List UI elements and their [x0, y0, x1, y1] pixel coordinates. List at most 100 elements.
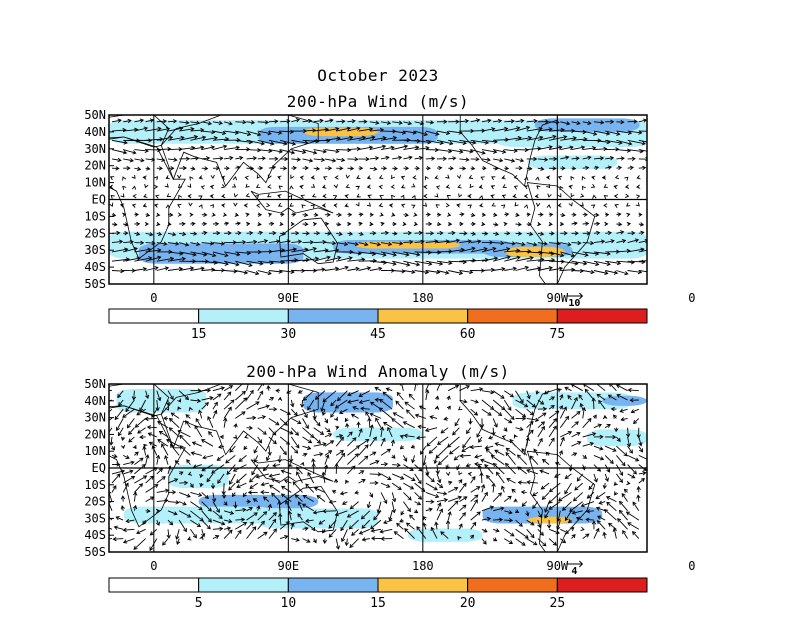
wind-vector-head: [272, 431, 277, 436]
wind-vector-head: [501, 435, 507, 440]
wind-vector-head: [434, 521, 439, 526]
wind-vector-head: [407, 496, 412, 501]
lat-label: 50S: [84, 277, 106, 291]
wind-vector-head: [193, 534, 197, 539]
wind-vector-head: [392, 412, 397, 417]
wind-vector: [324, 433, 332, 438]
wind-vector-head: [245, 193, 251, 198]
wind-vector: [147, 426, 157, 429]
wind-vector-head: [622, 529, 627, 535]
wind-vector-head: [488, 435, 493, 440]
wind-vector: [481, 149, 497, 153]
wind-vector: [549, 129, 565, 132]
wind-vector-head: [300, 461, 305, 467]
wind-vector: [290, 445, 298, 454]
wind-vector: [271, 492, 281, 502]
wind-vector-head: [468, 420, 473, 425]
wind-vector-head: [330, 413, 335, 418]
wind-vector: [504, 538, 513, 544]
wind-vector-head: [635, 457, 640, 462]
wind-vector: [544, 510, 550, 519]
wind-vector: [391, 492, 396, 502]
wind-vector-head: [513, 434, 518, 439]
wind-vector-head: [322, 442, 327, 447]
wind-vector: [302, 436, 312, 444]
wind-vector: [145, 119, 154, 123]
wind-vector-head: [553, 418, 558, 423]
wind-vector-head: [610, 406, 615, 412]
wind-vector-head: [260, 490, 265, 495]
wind-vector-head: [109, 176, 115, 181]
wind-vector: [619, 501, 628, 512]
wind-vector: [549, 482, 561, 492]
wind-vector-head: [616, 384, 621, 389]
wind-vector: [542, 459, 550, 465]
wind-vector: [324, 440, 334, 447]
wind-vector: [123, 149, 136, 154]
wind-vector-head: [621, 238, 627, 244]
wind-vector: [114, 408, 124, 420]
wind-vector: [605, 232, 612, 234]
wind-vector-head: [179, 434, 184, 439]
wind-vector-head: [249, 230, 254, 236]
wind-vector: [236, 473, 247, 483]
wind-vector: [369, 242, 381, 246]
wind-vector: [145, 232, 153, 236]
wind-vector-head: [610, 239, 615, 244]
wind-vector: [111, 139, 128, 144]
wind-vector: [375, 417, 382, 428]
wind-vector: [409, 514, 415, 521]
lat-label: 40S: [84, 260, 106, 274]
wind-vector-head: [504, 212, 510, 217]
wind-vector-head: [585, 509, 591, 514]
wind-vector: [616, 270, 628, 275]
wind-vector: [336, 242, 348, 245]
wind-vector: [246, 512, 258, 521]
wind-vector: [447, 487, 458, 493]
wind-vector: [223, 510, 234, 515]
wind-vector: [177, 430, 191, 438]
wind-vector-head: [301, 204, 306, 209]
wind-vector-head: [335, 149, 340, 154]
wind-vector: [190, 501, 203, 511]
wind-vector-head: [185, 120, 190, 125]
wind-vector: [201, 529, 205, 537]
wind-vector: [291, 240, 302, 244]
wind-vector-head: [312, 539, 317, 544]
wind-vector-head: [454, 384, 460, 389]
wind-vector-head: [521, 541, 526, 546]
wind-vector: [430, 527, 438, 539]
wind-vector: [608, 394, 617, 401]
wind-vector-head: [569, 145, 574, 150]
wind-vector-head: [516, 126, 521, 131]
wind-vector-head: [503, 427, 508, 432]
wind-vector: [404, 401, 415, 410]
wind-vector-head: [262, 430, 267, 435]
wind-vector: [616, 139, 632, 145]
wind-vector: [391, 418, 404, 429]
wind-vector-head: [116, 230, 121, 236]
wind-vector-head: [180, 135, 185, 141]
wind-vector: [145, 127, 161, 132]
wind-vector: [392, 251, 409, 256]
wind-vector-head: [149, 531, 154, 536]
wind-vector-head: [244, 434, 249, 439]
wind-vector: [425, 260, 443, 265]
wind-vector-head: [280, 493, 286, 498]
colorbar-label: 15: [370, 596, 386, 611]
wind-vector: [279, 427, 293, 435]
wind-vector: [246, 139, 265, 145]
wind-vector: [145, 417, 157, 420]
wind-vector: [302, 158, 313, 162]
wind-vector: [324, 249, 339, 253]
wind-vector: [526, 421, 534, 429]
wind-vector-head: [484, 140, 490, 145]
wind-vector-head: [133, 246, 138, 252]
wind-vector-head: [164, 183, 169, 188]
wind-vector: [582, 270, 594, 273]
wind-vector-head: [182, 501, 187, 506]
wind-vector-head: [523, 204, 529, 209]
wind-vector: [145, 475, 154, 484]
wind-vector: [586, 510, 594, 513]
wind-vector: [167, 390, 174, 400]
